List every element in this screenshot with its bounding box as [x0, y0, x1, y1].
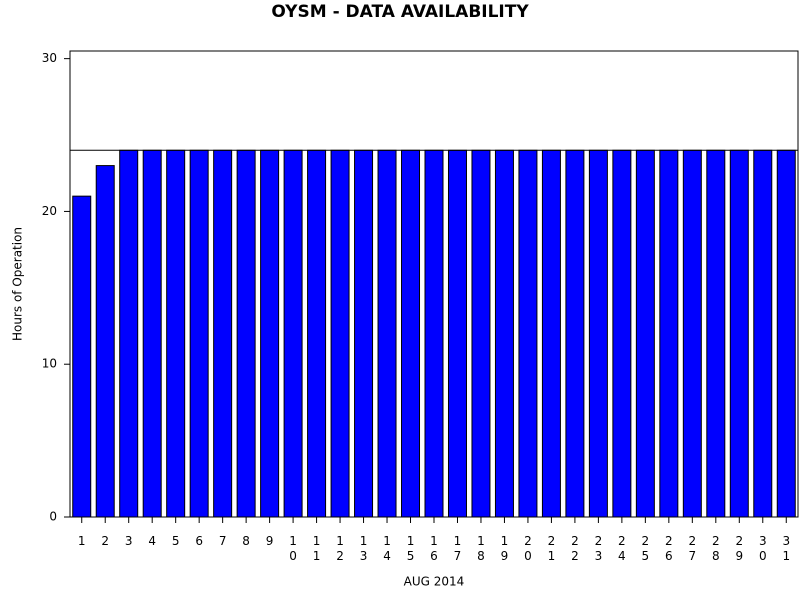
y-tick-label: 10: [42, 357, 57, 371]
bar: [142, 149, 162, 518]
bar: [236, 149, 256, 518]
x-tick-label: 6: [195, 534, 203, 548]
bar: [471, 149, 491, 518]
x-tick-label: 5: [172, 534, 180, 548]
bar: [424, 149, 444, 518]
x-tick-label: 7: [219, 534, 227, 548]
bar: [307, 149, 327, 518]
y-tick-label: 20: [42, 204, 57, 218]
bar: [588, 149, 608, 518]
bar: [330, 149, 350, 518]
bar: [682, 149, 702, 518]
bar: [95, 165, 115, 518]
y-tick-label: 30: [42, 51, 57, 65]
bar: [541, 149, 561, 518]
bar: [166, 149, 186, 518]
bar: [612, 149, 632, 518]
x-tick-label: 2: [101, 534, 109, 548]
bar: [776, 149, 796, 518]
x-tick-label: 1: [78, 534, 86, 548]
bar: [565, 149, 585, 518]
chart-title: OYSM - DATA AVAILABILITY: [271, 2, 529, 22]
x-tick-label: 3: [125, 534, 133, 548]
x-tick-label: 4: [148, 534, 156, 548]
x-tick-label: 9: [266, 534, 274, 548]
y-axis-label: Hours of Operation: [11, 227, 25, 341]
bar: [706, 149, 726, 518]
bar: [260, 149, 280, 518]
bar: [377, 149, 397, 518]
bar: [447, 149, 467, 518]
y-tick-label: 0: [49, 510, 57, 524]
bar: [635, 149, 655, 518]
bar: [283, 149, 303, 518]
bar: [401, 149, 421, 518]
bar: [494, 149, 514, 518]
bar: [119, 149, 139, 518]
bar: [729, 149, 749, 518]
x-axis-label: AUG 2014: [404, 575, 465, 589]
bar: [189, 149, 209, 518]
x-tick-label: 8: [242, 534, 250, 548]
bar: [659, 149, 679, 518]
bar: [72, 195, 92, 518]
bar: [753, 149, 773, 518]
bar: [354, 149, 374, 518]
bar: [213, 149, 233, 518]
bar: [518, 149, 538, 518]
